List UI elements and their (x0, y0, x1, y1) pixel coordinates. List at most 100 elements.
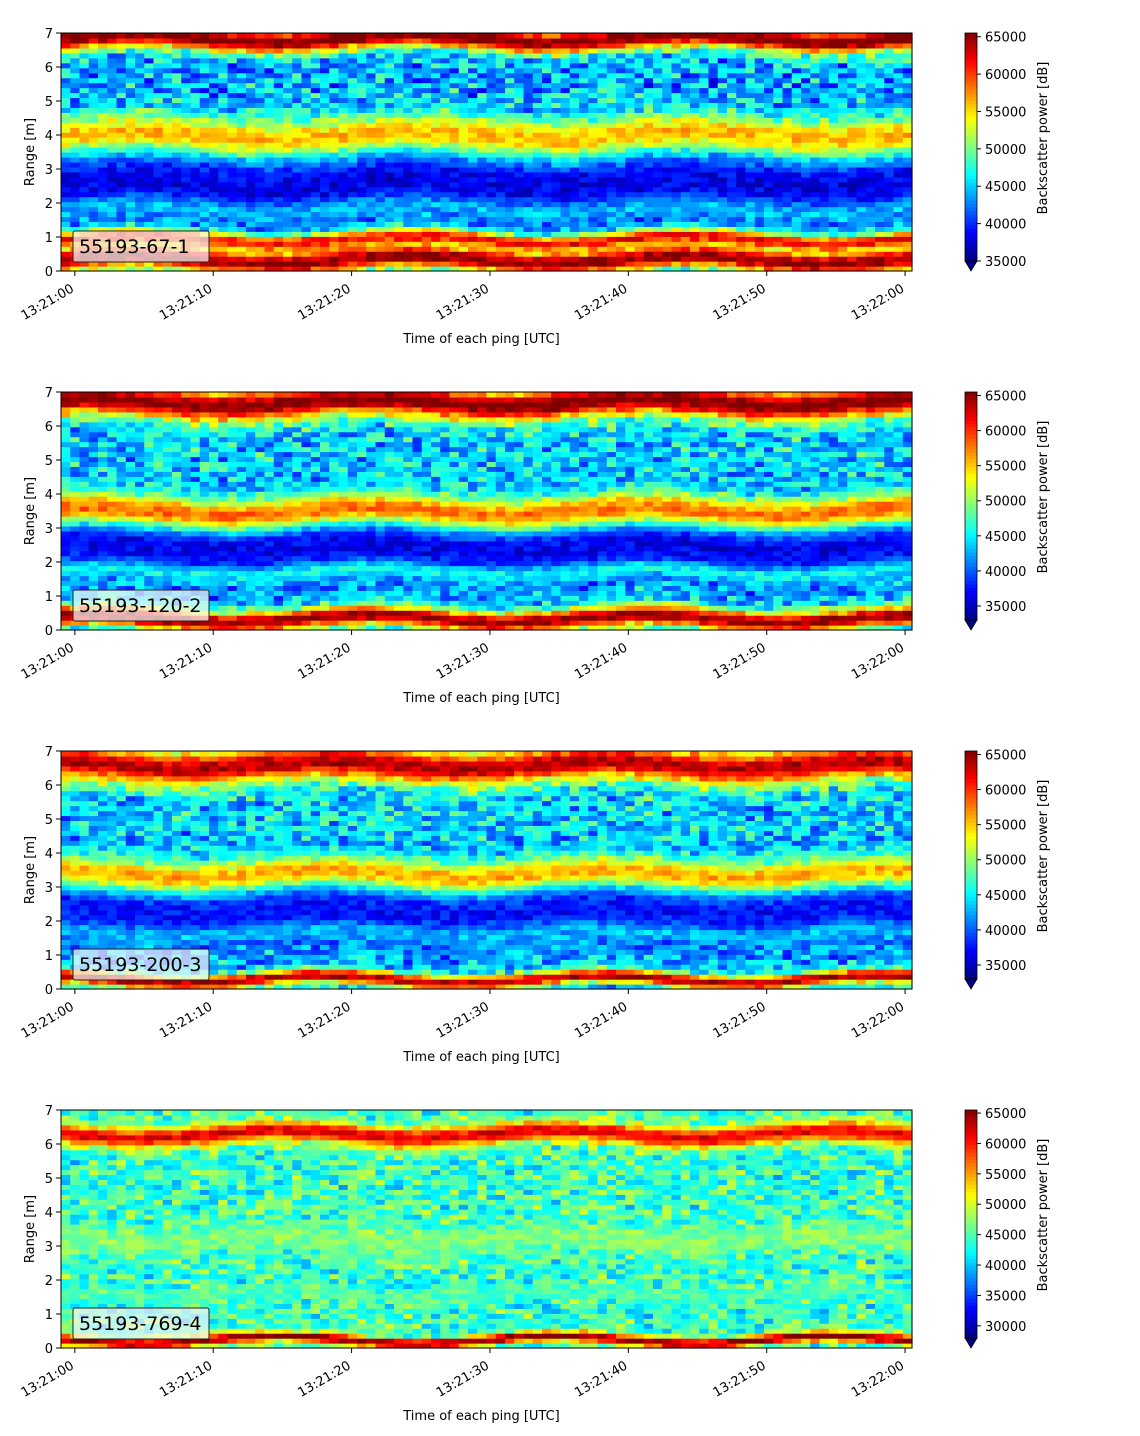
heatmap-cell (745, 87, 756, 94)
heatmap-cell (79, 451, 90, 458)
heatmap-cell (403, 57, 414, 64)
heatmap-cell (236, 216, 247, 223)
heatmap-cell (79, 570, 90, 577)
heatmap-cell (736, 87, 747, 94)
heatmap-cell (754, 231, 765, 237)
heatmap-cell (421, 211, 432, 218)
heatmap-cell (79, 471, 90, 477)
heatmap-cell (838, 102, 848, 108)
heatmap-cell (727, 107, 737, 113)
heatmap-cell (375, 152, 386, 158)
heatmap-cell (625, 241, 636, 247)
heatmap-cell (542, 142, 552, 148)
heatmap-cell (320, 211, 330, 218)
heatmap-cell (236, 231, 247, 237)
heatmap-cell (606, 181, 617, 188)
heatmap-cell (357, 156, 367, 163)
heatmap-cell (893, 171, 904, 178)
heatmap-cell (875, 156, 885, 163)
heatmap-cell (736, 107, 747, 113)
heatmap-cell (893, 82, 904, 89)
heatmap-cell (671, 33, 682, 39)
heatmap-cell (227, 246, 238, 252)
heatmap-cell (597, 77, 608, 84)
heatmap-cell (301, 122, 312, 128)
heatmap-cell (884, 122, 895, 128)
heatmap-cell (551, 251, 562, 257)
heatmap-cell (579, 92, 589, 99)
heatmap-cell (449, 221, 460, 227)
heatmap-cell (690, 246, 700, 252)
heatmap-cell (190, 191, 201, 198)
heatmap-cell (801, 166, 811, 173)
heatmap-cell (366, 117, 377, 123)
heatmap-cell (468, 62, 478, 69)
heatmap-cell (616, 176, 626, 183)
heatmap-cell (246, 251, 256, 257)
heatmap-cell (357, 181, 367, 188)
heatmap-cell (551, 122, 562, 128)
heatmap-cell (107, 137, 118, 143)
heatmap-cell (865, 256, 876, 262)
heatmap-cell (838, 216, 848, 223)
heatmap-cell (135, 545, 145, 552)
heatmap-cell (782, 186, 793, 193)
heatmap-cell (690, 236, 700, 242)
heatmap-cell (662, 37, 673, 44)
heatmap-cell (347, 62, 358, 69)
heatmap-cell (116, 77, 127, 84)
heatmap-cell (532, 77, 543, 84)
heatmap-cell (838, 117, 848, 123)
heatmap-cell (403, 246, 414, 252)
heatmap-cell (727, 37, 737, 44)
heatmap-cell (98, 466, 108, 472)
heatmap-cell (671, 186, 682, 193)
heatmap-cell (505, 97, 515, 104)
heatmap-cell (116, 620, 127, 626)
heatmap-cell (61, 486, 71, 492)
colorbar-segment (965, 225, 977, 230)
heatmap-cell (116, 142, 127, 148)
heatmap-cell (616, 52, 626, 59)
heatmap-cell (338, 122, 349, 128)
heatmap-cell (514, 206, 525, 213)
heatmap-cell (764, 226, 774, 232)
heatmap-cell (505, 67, 515, 74)
heatmap-cell (153, 67, 164, 74)
heatmap-cell (79, 62, 90, 69)
heatmap-cell (199, 171, 210, 178)
heatmap-cell (421, 72, 432, 79)
heatmap-cell (801, 102, 811, 108)
heatmap-cell (495, 122, 506, 128)
heatmap-cell (773, 127, 784, 133)
heatmap-cell (560, 112, 571, 118)
heatmap-cell (107, 580, 118, 586)
heatmap-cell (643, 231, 654, 237)
heatmap-cell (144, 506, 155, 512)
heatmap-cell (172, 161, 182, 168)
heatmap-cell (597, 127, 608, 133)
heatmap-cell (560, 176, 571, 183)
heatmap-cell (236, 186, 247, 193)
heatmap-cell (320, 132, 330, 138)
heatmap-cell (828, 226, 839, 232)
heatmap-cell (403, 236, 414, 242)
heatmap-cell (819, 92, 830, 99)
heatmap-cell (505, 117, 515, 123)
heatmap-cell (486, 152, 497, 158)
heatmap-cell (569, 206, 580, 213)
heatmap-cell (273, 221, 284, 227)
heatmap-cell (135, 166, 145, 173)
heatmap-cell (662, 261, 673, 267)
heatmap-cell (625, 147, 636, 153)
heatmap-cell (125, 117, 136, 123)
heatmap-cell (514, 266, 525, 272)
heatmap-cell (856, 122, 867, 128)
heatmap-cell (264, 72, 275, 79)
heatmap-cell (810, 67, 821, 74)
heatmap-cell (394, 92, 404, 99)
heatmap-cell (255, 57, 266, 64)
heatmap-cell (431, 256, 441, 262)
heatmap-cell (606, 87, 617, 94)
heatmap-cell (875, 147, 885, 153)
